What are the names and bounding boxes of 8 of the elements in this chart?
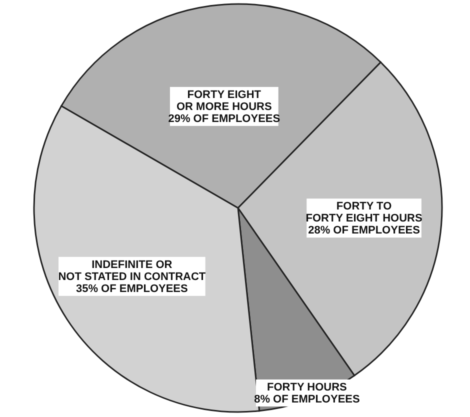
slice-label: FORTY TO FORTY EIGHT HOURS bbox=[306, 200, 422, 225]
slice-label: FORTY HOURS bbox=[267, 381, 347, 394]
data-label: 35% OF EMPLOYEES bbox=[76, 282, 188, 295]
slice-label: FORTY EIGHT OR MORE HOURS bbox=[176, 88, 272, 113]
data-label: 28% OF EMPLOYEES bbox=[308, 224, 420, 237]
data-label: 8% OF EMPLOYEES bbox=[254, 393, 360, 406]
slice-label: INDEFINITE OR NOT STATED IN CONTRACT bbox=[58, 258, 206, 283]
data-label: 29% OF EMPLOYEES bbox=[168, 112, 280, 125]
